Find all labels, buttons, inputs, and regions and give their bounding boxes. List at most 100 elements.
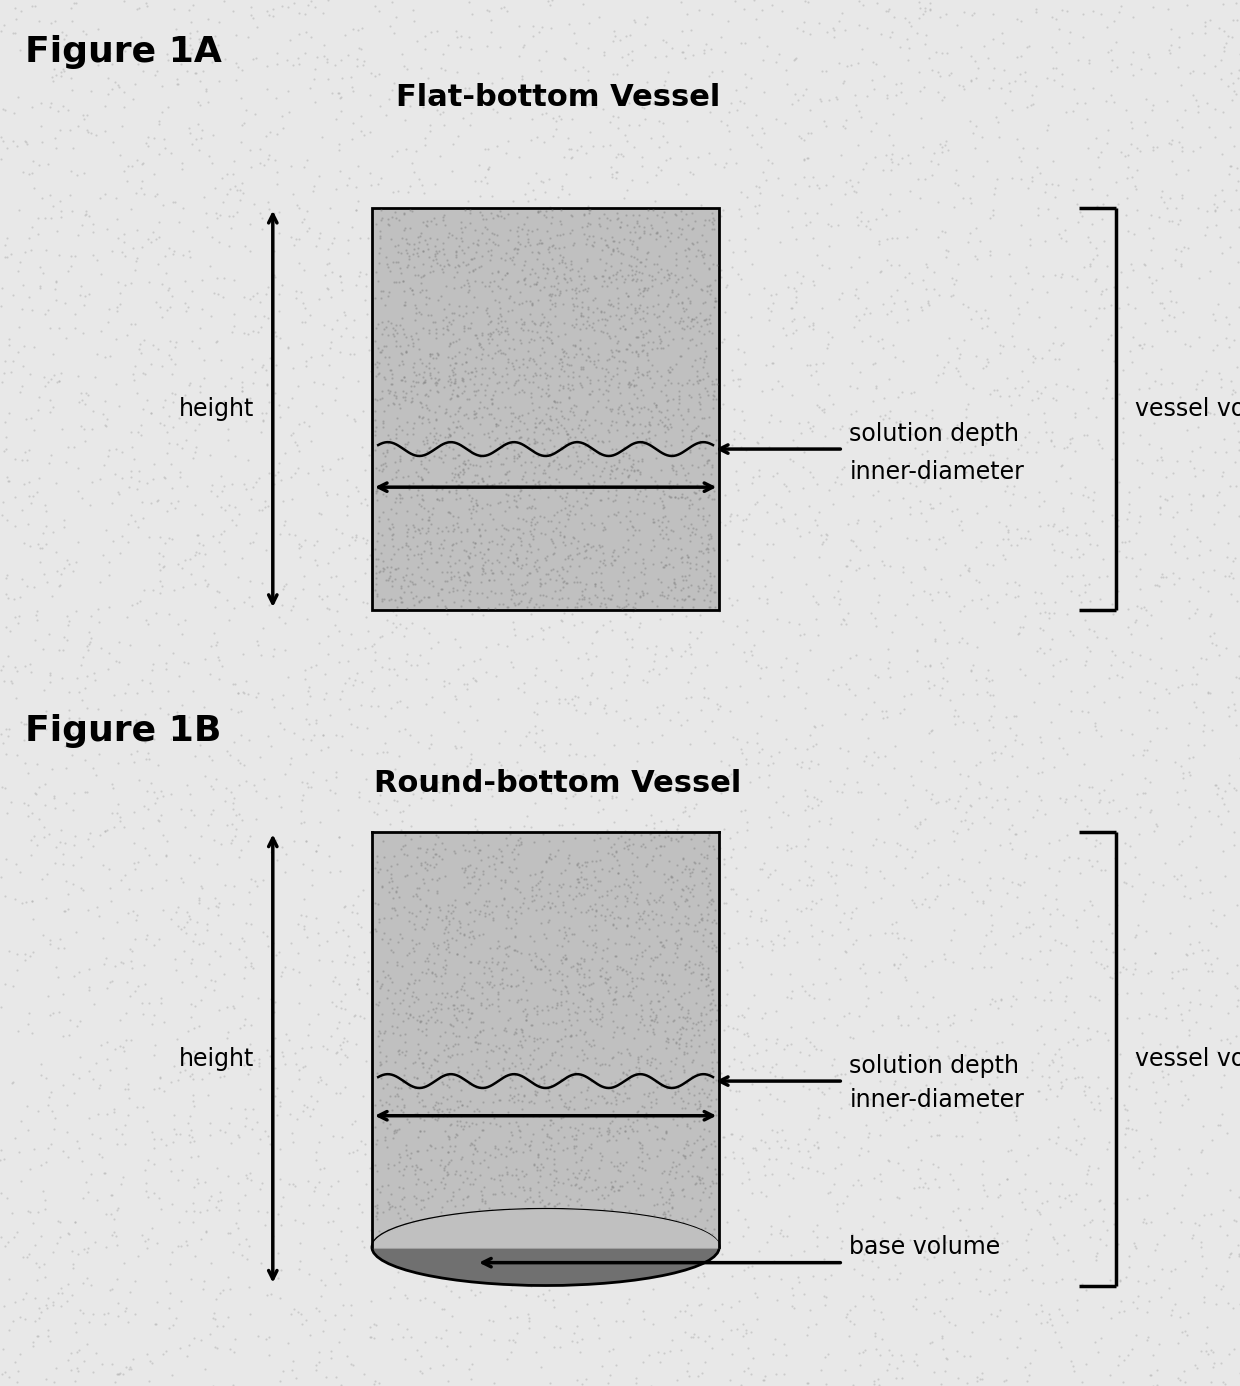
Point [477, 297, 497, 319]
Point [267, 1077, 286, 1099]
Point [218, 1166, 238, 1188]
Point [706, 936, 725, 958]
Point [949, 175, 968, 197]
Point [698, 1277, 718, 1299]
Point [489, 234, 508, 256]
Point [631, 1141, 651, 1163]
Point [569, 1161, 589, 1184]
Point [599, 374, 619, 396]
Point [676, 202, 696, 225]
Point [737, 753, 756, 775]
Point [1003, 985, 1023, 1008]
Point [529, 473, 549, 495]
Point [330, 139, 350, 161]
Point [817, 1343, 837, 1365]
Point [676, 912, 696, 934]
Point [614, 457, 634, 480]
Point [686, 886, 706, 908]
Point [631, 431, 651, 453]
Point [503, 611, 523, 633]
Point [226, 445, 246, 467]
Point [599, 421, 619, 444]
Point [294, 259, 314, 281]
Point [688, 437, 708, 459]
Point [362, 340, 382, 362]
Point [31, 115, 51, 137]
Point [681, 636, 701, 658]
Point [618, 570, 637, 592]
Point [703, 398, 723, 420]
Point [977, 553, 997, 575]
Point [599, 348, 619, 370]
Point [521, 482, 541, 505]
Point [1066, 1130, 1086, 1152]
Point [554, 602, 574, 624]
Point [456, 1035, 476, 1058]
Point [508, 365, 528, 387]
Point [687, 1098, 707, 1120]
Point [479, 274, 498, 297]
Point [735, 227, 755, 249]
Point [603, 410, 622, 432]
Point [630, 251, 650, 273]
Point [157, 43, 177, 65]
Point [666, 269, 686, 291]
Point [463, 1132, 482, 1155]
Point [536, 851, 556, 873]
Point [691, 699, 711, 721]
Point [708, 969, 728, 991]
Point [232, 1245, 252, 1267]
Point [260, 346, 280, 369]
Point [565, 392, 585, 414]
Text: height: height [179, 1046, 254, 1070]
Point [460, 579, 480, 602]
Point [773, 1066, 792, 1088]
Point [181, 1145, 201, 1167]
Point [226, 68, 246, 90]
Point [262, 687, 281, 710]
Point [830, 737, 849, 760]
Point [750, 667, 770, 689]
Point [534, 854, 554, 876]
Point [1064, 1109, 1084, 1131]
Point [959, 231, 978, 254]
Point [502, 1141, 522, 1163]
Point [611, 1234, 631, 1256]
Point [139, 844, 159, 866]
Point [1136, 1213, 1156, 1235]
Point [465, 1031, 485, 1053]
Point [1019, 35, 1039, 57]
Point [826, 863, 846, 886]
Point [696, 1350, 715, 1372]
Point [299, 714, 319, 736]
Point [593, 579, 613, 602]
Point [556, 342, 575, 365]
Point [701, 1095, 720, 1117]
Point [461, 248, 481, 270]
Point [401, 266, 420, 288]
Point [609, 565, 629, 588]
Point [727, 900, 746, 922]
Point [591, 1015, 611, 1037]
Point [73, 323, 93, 345]
Point [560, 1117, 580, 1139]
Point [477, 35, 497, 57]
Point [466, 1113, 486, 1135]
Point [939, 327, 959, 349]
Point [129, 338, 149, 360]
Point [480, 435, 500, 457]
Point [58, 259, 78, 281]
Point [905, 895, 925, 918]
Point [112, 525, 131, 547]
Point [528, 872, 548, 894]
Point [497, 89, 517, 111]
Point [634, 1351, 653, 1374]
Point [0, 584, 16, 606]
Point [363, 944, 383, 966]
Point [469, 843, 489, 865]
Point [811, 524, 831, 546]
Point [436, 398, 456, 420]
Point [500, 1198, 520, 1220]
Point [658, 980, 678, 1002]
Point [620, 374, 640, 396]
